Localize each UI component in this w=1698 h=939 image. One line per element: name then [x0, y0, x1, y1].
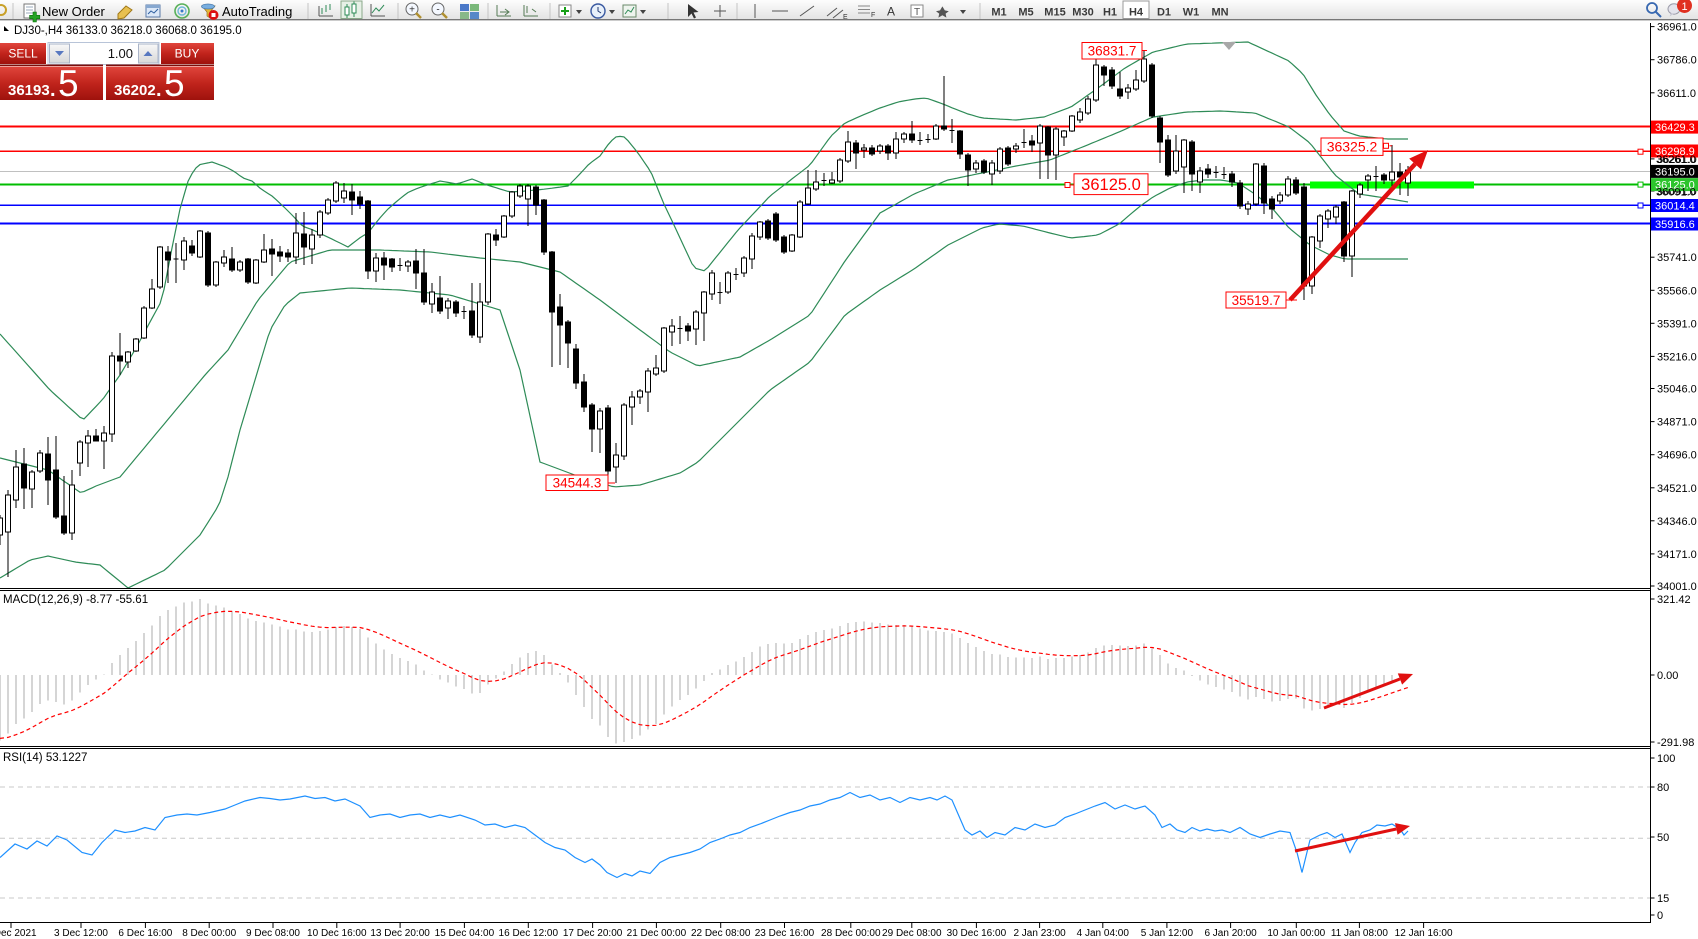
- svg-text:15 Dec 04:00: 15 Dec 04:00: [435, 928, 495, 939]
- svg-text:36429.3: 36429.3: [1655, 122, 1695, 134]
- svg-text:36298.9: 36298.9: [1655, 146, 1695, 158]
- svg-text:35916.6: 35916.6: [1655, 219, 1695, 231]
- svg-text:5 Jan 12:00: 5 Jan 12:00: [1141, 928, 1194, 939]
- svg-text:.: .: [50, 79, 56, 101]
- svg-text:BUY: BUY: [175, 47, 200, 61]
- svg-text:36014.4: 36014.4: [1655, 201, 1695, 213]
- svg-text:5: 5: [58, 63, 79, 104]
- svg-text:W1: W1: [1183, 7, 1200, 19]
- svg-text:AutoTrading: AutoTrading: [222, 4, 292, 19]
- svg-text:10 Jan 00:00: 10 Jan 00:00: [1267, 928, 1325, 939]
- svg-text:1.00: 1.00: [108, 46, 133, 61]
- svg-text:+: +: [409, 5, 415, 16]
- svg-text:M1: M1: [991, 7, 1006, 19]
- svg-text:11 Jan 08:00: 11 Jan 08:00: [1331, 928, 1389, 939]
- svg-text:M30: M30: [1072, 7, 1093, 19]
- svg-text:36091.0: 36091.0: [1656, 187, 1696, 199]
- svg-text:2 Dec 2021: 2 Dec 2021: [0, 928, 37, 939]
- svg-text:8 Dec 00:00: 8 Dec 00:00: [182, 928, 236, 939]
- svg-text:36261.0: 36261.0: [1656, 154, 1696, 166]
- svg-text:New Order: New Order: [42, 4, 106, 19]
- svg-text:E: E: [843, 14, 848, 21]
- svg-text:36611.0: 36611.0: [1657, 88, 1696, 100]
- svg-text:15: 15: [1657, 893, 1669, 905]
- svg-text:36961.0: 36961.0: [1657, 22, 1697, 34]
- svg-text:17 Dec 20:00: 17 Dec 20:00: [563, 928, 623, 939]
- svg-text:9 Dec 08:00: 9 Dec 08:00: [246, 928, 300, 939]
- svg-text:-291.98: -291.98: [1657, 737, 1694, 749]
- svg-text:A: A: [887, 5, 895, 19]
- svg-text:35216.0: 35216.0: [1657, 351, 1697, 363]
- svg-text:H1: H1: [1103, 7, 1117, 19]
- svg-text:16 Dec 12:00: 16 Dec 12:00: [499, 928, 559, 939]
- svg-text:M5: M5: [1018, 7, 1033, 19]
- svg-text:T: T: [914, 7, 920, 18]
- svg-text:30 Dec 16:00: 30 Dec 16:00: [947, 928, 1007, 939]
- svg-text:36125.0: 36125.0: [1081, 176, 1141, 194]
- svg-text:36193: 36193: [8, 82, 50, 99]
- svg-text:23 Dec 16:00: 23 Dec 16:00: [755, 928, 815, 939]
- svg-text:22 Dec 08:00: 22 Dec 08:00: [691, 928, 751, 939]
- svg-text:SELL: SELL: [8, 47, 38, 61]
- svg-text:29 Dec 08:00: 29 Dec 08:00: [882, 928, 942, 939]
- svg-text:M15: M15: [1044, 7, 1065, 19]
- svg-text:35046.0: 35046.0: [1657, 384, 1697, 396]
- svg-text:35519.7: 35519.7: [1232, 293, 1281, 308]
- svg-text:34871.0: 34871.0: [1657, 417, 1697, 429]
- svg-text:36325.2: 36325.2: [1327, 139, 1378, 155]
- svg-text:13 Dec 20:00: 13 Dec 20:00: [370, 928, 430, 939]
- svg-text:10 Dec 16:00: 10 Dec 16:00: [307, 928, 367, 939]
- svg-text:35566.0: 35566.0: [1657, 285, 1697, 297]
- svg-text:1: 1: [1681, 1, 1687, 13]
- svg-text:50: 50: [1657, 832, 1669, 844]
- svg-text:6 Dec 16:00: 6 Dec 16:00: [118, 928, 172, 939]
- svg-text:36786.0: 36786.0: [1657, 55, 1697, 67]
- svg-text:-: -: [436, 5, 439, 16]
- svg-text:.: .: [156, 79, 162, 101]
- svg-text:34171.0: 34171.0: [1657, 549, 1697, 561]
- svg-text:36831.7: 36831.7: [1088, 44, 1137, 59]
- svg-text:34696.0: 34696.0: [1657, 450, 1697, 462]
- svg-text:D1: D1: [1157, 7, 1171, 19]
- svg-text:0.00: 0.00: [1657, 670, 1678, 682]
- svg-text:100: 100: [1657, 753, 1675, 765]
- svg-text:DJ30-,H4 36133.0 36218.0 3606: DJ30-,H4 36133.0 36218.0 36068.0 36195.0: [14, 25, 242, 37]
- svg-text:34001.0: 34001.0: [1657, 581, 1697, 593]
- svg-text:36125.0: 36125.0: [1655, 180, 1695, 192]
- svg-text:3 Dec 12:00: 3 Dec 12:00: [54, 928, 108, 939]
- svg-text:0: 0: [1657, 910, 1663, 922]
- svg-text:RSI(14) 53.1227: RSI(14) 53.1227: [3, 752, 87, 764]
- svg-text:34346.0: 34346.0: [1657, 516, 1697, 528]
- svg-text:36202: 36202: [114, 82, 156, 99]
- svg-text:MN: MN: [1211, 7, 1228, 19]
- svg-text:34544.3: 34544.3: [553, 476, 602, 491]
- svg-text:H4: H4: [1129, 7, 1144, 19]
- svg-text:321.42: 321.42: [1657, 594, 1691, 606]
- svg-text:F: F: [871, 12, 875, 19]
- svg-text:35741.0: 35741.0: [1657, 252, 1697, 264]
- svg-text:35391.0: 35391.0: [1657, 318, 1697, 330]
- svg-text:28 Dec 00:00: 28 Dec 00:00: [821, 928, 881, 939]
- svg-text:12 Jan 16:00: 12 Jan 16:00: [1395, 928, 1453, 939]
- svg-text:80: 80: [1657, 782, 1669, 794]
- svg-text:MACD(12,26,9) -8.77 -55.61: MACD(12,26,9) -8.77 -55.61: [3, 594, 148, 606]
- svg-text:5: 5: [164, 63, 185, 104]
- svg-text:21 Dec 00:00: 21 Dec 00:00: [627, 928, 687, 939]
- svg-text:36195.0: 36195.0: [1655, 166, 1695, 178]
- svg-text:4 Jan 04:00: 4 Jan 04:00: [1077, 928, 1130, 939]
- svg-text:6 Jan 20:00: 6 Jan 20:00: [1204, 928, 1257, 939]
- svg-text:34521.0: 34521.0: [1657, 483, 1697, 495]
- svg-text:2 Jan 23:00: 2 Jan 23:00: [1013, 928, 1066, 939]
